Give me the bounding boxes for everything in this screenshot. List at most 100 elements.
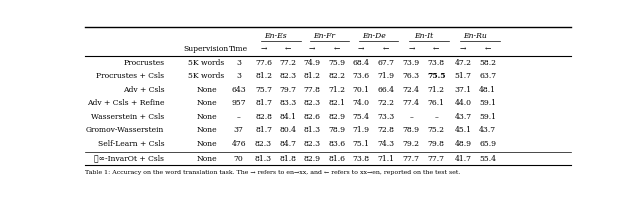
Text: Procrustes: Procrustes bbox=[123, 59, 164, 67]
Text: 82.9: 82.9 bbox=[328, 113, 346, 121]
Text: 65.9: 65.9 bbox=[479, 140, 496, 148]
Text: 77.7: 77.7 bbox=[403, 155, 420, 163]
Text: 67.7: 67.7 bbox=[378, 59, 394, 67]
Text: 3: 3 bbox=[236, 59, 241, 67]
Text: 73.6: 73.6 bbox=[353, 72, 370, 80]
Text: 77.8: 77.8 bbox=[303, 86, 321, 94]
Text: 84.1: 84.1 bbox=[280, 113, 297, 121]
Text: 82.6: 82.6 bbox=[303, 113, 321, 121]
Text: Wasserstein + Csls: Wasserstein + Csls bbox=[91, 113, 164, 121]
Text: 82.3: 82.3 bbox=[303, 99, 321, 107]
Text: Procrustes + Csls: Procrustes + Csls bbox=[96, 72, 164, 80]
Text: 82.3: 82.3 bbox=[280, 72, 297, 80]
Text: 43.7: 43.7 bbox=[479, 126, 496, 134]
Text: ℓ∞-InvarOt + Csls: ℓ∞-InvarOt + Csls bbox=[94, 155, 164, 163]
Text: 81.7: 81.7 bbox=[255, 126, 272, 134]
Text: 75.7: 75.7 bbox=[255, 86, 272, 94]
Text: 5K words: 5K words bbox=[188, 59, 225, 67]
Text: ←: ← bbox=[433, 45, 439, 53]
Text: 72.8: 72.8 bbox=[378, 126, 394, 134]
Text: En-Es: En-Es bbox=[264, 32, 287, 40]
Text: 81.8: 81.8 bbox=[280, 155, 297, 163]
Text: 37: 37 bbox=[234, 126, 244, 134]
Text: 77.6: 77.6 bbox=[255, 59, 272, 67]
Text: 81.2: 81.2 bbox=[303, 72, 321, 80]
Text: ←: ← bbox=[383, 45, 389, 53]
Text: ←: ← bbox=[285, 45, 291, 53]
Text: 73.9: 73.9 bbox=[403, 59, 420, 67]
Text: 476: 476 bbox=[232, 140, 246, 148]
Text: 70: 70 bbox=[234, 155, 244, 163]
Text: En-De: En-De bbox=[362, 32, 385, 40]
Text: 643: 643 bbox=[231, 86, 246, 94]
Text: 75.9: 75.9 bbox=[328, 59, 346, 67]
Text: –: – bbox=[237, 113, 241, 121]
Text: 58.2: 58.2 bbox=[479, 59, 496, 67]
Text: 78.9: 78.9 bbox=[403, 126, 420, 134]
Text: →: → bbox=[460, 45, 466, 53]
Text: 47.2: 47.2 bbox=[454, 59, 472, 67]
Text: 48.1: 48.1 bbox=[479, 86, 496, 94]
Text: 74.9: 74.9 bbox=[303, 59, 321, 67]
Text: 75.1: 75.1 bbox=[353, 140, 370, 148]
Text: 74.3: 74.3 bbox=[378, 140, 395, 148]
Text: 44.0: 44.0 bbox=[454, 99, 472, 107]
Text: ←: ← bbox=[333, 45, 340, 53]
Text: 71.9: 71.9 bbox=[353, 126, 370, 134]
Text: 59.1: 59.1 bbox=[479, 113, 496, 121]
Text: 81.3: 81.3 bbox=[255, 155, 272, 163]
Text: 75.2: 75.2 bbox=[428, 126, 445, 134]
Text: 75.4: 75.4 bbox=[353, 113, 370, 121]
Text: 70.1: 70.1 bbox=[353, 86, 370, 94]
Text: 45.1: 45.1 bbox=[454, 126, 472, 134]
Text: Self-Learn + Csls: Self-Learn + Csls bbox=[98, 140, 164, 148]
Text: 3: 3 bbox=[236, 72, 241, 80]
Text: 76.1: 76.1 bbox=[428, 99, 445, 107]
Text: 79.7: 79.7 bbox=[280, 86, 297, 94]
Text: Supervision: Supervision bbox=[184, 45, 229, 53]
Text: 59.1: 59.1 bbox=[479, 99, 496, 107]
Text: Table 1: Accuracy on the word translation task. The → refers to en→xx, and ← ref: Table 1: Accuracy on the word translatio… bbox=[85, 170, 460, 175]
Text: 77.7: 77.7 bbox=[428, 155, 445, 163]
Text: 81.2: 81.2 bbox=[255, 72, 272, 80]
Text: →: → bbox=[408, 45, 415, 53]
Text: 80.4: 80.4 bbox=[280, 126, 297, 134]
Text: Adv + Csls: Adv + Csls bbox=[123, 86, 164, 94]
Text: 66.4: 66.4 bbox=[378, 86, 394, 94]
Text: 83.3: 83.3 bbox=[280, 99, 297, 107]
Text: 82.8: 82.8 bbox=[255, 113, 272, 121]
Text: 81.6: 81.6 bbox=[328, 155, 346, 163]
Text: 82.3: 82.3 bbox=[255, 140, 272, 148]
Text: 43.7: 43.7 bbox=[454, 113, 472, 121]
Text: 48.9: 48.9 bbox=[454, 140, 472, 148]
Text: 72.2: 72.2 bbox=[378, 99, 394, 107]
Text: En-Ru: En-Ru bbox=[463, 32, 487, 40]
Text: 63.7: 63.7 bbox=[479, 72, 496, 80]
Text: None: None bbox=[196, 86, 217, 94]
Text: 77.4: 77.4 bbox=[403, 99, 420, 107]
Text: –: – bbox=[434, 113, 438, 121]
Text: None: None bbox=[196, 140, 217, 148]
Text: 55.4: 55.4 bbox=[479, 155, 496, 163]
Text: 73.8: 73.8 bbox=[428, 59, 445, 67]
Text: 71.2: 71.2 bbox=[328, 86, 346, 94]
Text: Time: Time bbox=[229, 45, 248, 53]
Text: 73.3: 73.3 bbox=[378, 113, 395, 121]
Text: 75.5: 75.5 bbox=[427, 72, 445, 80]
Text: →: → bbox=[358, 45, 364, 53]
Text: Adv + Csls + Refine: Adv + Csls + Refine bbox=[87, 99, 164, 107]
Text: 78.9: 78.9 bbox=[328, 126, 346, 134]
Text: 71.1: 71.1 bbox=[378, 155, 394, 163]
Text: 68.4: 68.4 bbox=[353, 59, 370, 67]
Text: 72.4: 72.4 bbox=[403, 86, 420, 94]
Text: 71.2: 71.2 bbox=[428, 86, 445, 94]
Text: None: None bbox=[196, 155, 217, 163]
Text: En-Fr: En-Fr bbox=[314, 32, 335, 40]
Text: 79.2: 79.2 bbox=[403, 140, 420, 148]
Text: 74.0: 74.0 bbox=[353, 99, 370, 107]
Text: 82.2: 82.2 bbox=[328, 72, 346, 80]
Text: 81.3: 81.3 bbox=[303, 126, 321, 134]
Text: ←: ← bbox=[484, 45, 491, 53]
Text: 82.1: 82.1 bbox=[328, 99, 346, 107]
Text: 37.1: 37.1 bbox=[454, 86, 472, 94]
